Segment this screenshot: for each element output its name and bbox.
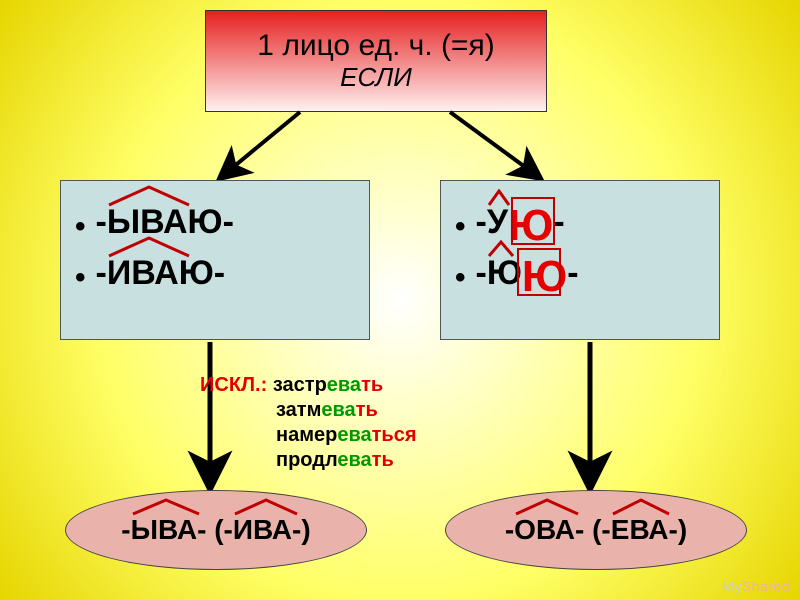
exception-stem: затм — [276, 399, 321, 421]
oval-root-text: ЫВА — [131, 514, 197, 545]
root-marker-icon — [487, 240, 515, 258]
right-suffix-box: • - У Ю - • - Ю Ю - — [440, 180, 720, 340]
bullet-icon: • — [455, 212, 466, 242]
header-line1: 1 лицо ед. ч. (=я) — [206, 29, 546, 64]
exception-stem: продл — [276, 449, 337, 471]
suffix-root: ИВА — [107, 252, 179, 293]
exception-root: ева — [337, 424, 371, 446]
exception-end: ть — [372, 449, 394, 471]
watermark-accent: Shared — [742, 578, 790, 594]
exception-line: продлевать — [200, 448, 417, 473]
exception-label: ИСКЛ.: — [200, 374, 273, 396]
oval-pre: - — [505, 514, 514, 545]
suffix-root: У — [487, 201, 508, 242]
suffix-root-text: ИВА — [107, 254, 179, 292]
suffix-root-text: Ю — [487, 254, 522, 292]
suffix-post: Ю- — [179, 254, 225, 293]
oval-content: -ОВА- (-ЕВА-) — [505, 514, 687, 546]
suffix-root-text: У — [487, 203, 508, 241]
exception-stem: намер — [276, 424, 337, 446]
suffix-post: - — [567, 254, 578, 293]
exception-root: ева — [327, 374, 361, 396]
suffix-pre: - — [476, 254, 487, 293]
exceptions-block: ИСКЛ.: застревать затмевать намереваться… — [200, 373, 417, 473]
highlight-letter: Ю — [522, 257, 567, 297]
watermark: MyShared — [722, 578, 790, 594]
diagram-canvas: 1 лицо ед. ч. (=я) ЕСЛИ • - ЫВА Ю- • - — [0, 0, 800, 600]
exception-line: намереваться — [200, 423, 417, 448]
root-marker-icon — [233, 498, 299, 516]
root-marker-icon — [107, 236, 191, 258]
suffix-row: • - Ю Ю - — [455, 252, 709, 293]
oval-root: ИВА — [233, 514, 292, 546]
exception-end: ть — [356, 399, 378, 421]
oval-root: ЕВА — [611, 514, 669, 546]
exception-line: ИСКЛ.: застревать — [200, 373, 417, 398]
suffix-row: • - У Ю - — [455, 201, 709, 242]
suffix-post: Ю- — [188, 203, 234, 242]
oval-post: - (- — [197, 514, 233, 545]
bullet-icon: • — [75, 263, 86, 293]
exception-root: ева — [321, 399, 355, 421]
exception-stem: застр — [273, 374, 327, 396]
oval-root-text: ЕВА — [611, 514, 669, 545]
suffix-pre: - — [476, 203, 487, 242]
oval-post: -) — [669, 514, 688, 545]
bullet-icon: • — [75, 212, 86, 242]
left-suffix-box: • - ЫВА Ю- • - ИВА Ю- — [60, 180, 370, 340]
oval-root-text: ОВА — [514, 514, 575, 545]
oval-root: ОВА — [514, 514, 575, 546]
exception-end: ть — [361, 374, 383, 396]
suffix-pre: - — [96, 254, 107, 293]
exception-end: ться — [372, 424, 417, 446]
exception-line: затмевать — [200, 398, 417, 423]
suffix-pre: - — [96, 203, 107, 242]
bottom-left-oval: -ЫВА- (-ИВА-) — [65, 490, 367, 570]
exception-root: ева — [337, 449, 371, 471]
oval-post: -) — [292, 514, 311, 545]
root-marker-icon — [107, 185, 191, 207]
header-box: 1 лицо ед. ч. (=я) ЕСЛИ — [205, 10, 547, 112]
suffix-root: Ю — [487, 252, 522, 293]
root-marker-icon — [514, 498, 580, 516]
watermark-prefix: My — [722, 578, 742, 594]
oval-post: - (- — [575, 514, 611, 545]
oval-pre: - — [121, 514, 130, 545]
suffix-row: • - ИВА Ю- — [75, 252, 359, 293]
root-marker-icon — [611, 498, 671, 516]
oval-root: ЫВА — [131, 514, 197, 546]
root-marker-icon — [131, 498, 201, 516]
oval-root-text: ИВА — [233, 514, 292, 545]
bottom-right-oval: -ОВА- (-ЕВА-) — [445, 490, 747, 570]
oval-content: -ЫВА- (-ИВА-) — [121, 514, 310, 546]
bullet-icon: • — [455, 263, 466, 293]
header-line2: ЕСЛИ — [206, 63, 546, 93]
suffix-post: - — [553, 203, 564, 242]
